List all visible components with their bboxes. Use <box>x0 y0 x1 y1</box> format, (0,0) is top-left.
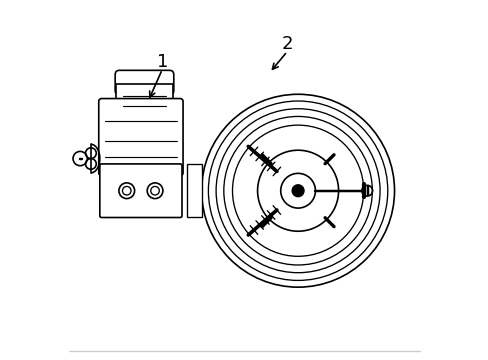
FancyBboxPatch shape <box>187 164 201 217</box>
Circle shape <box>292 185 303 197</box>
FancyBboxPatch shape <box>115 70 173 95</box>
Text: 1: 1 <box>156 53 168 71</box>
FancyBboxPatch shape <box>99 99 183 176</box>
Text: 2: 2 <box>281 35 292 53</box>
FancyBboxPatch shape <box>116 84 173 116</box>
FancyBboxPatch shape <box>100 164 182 217</box>
